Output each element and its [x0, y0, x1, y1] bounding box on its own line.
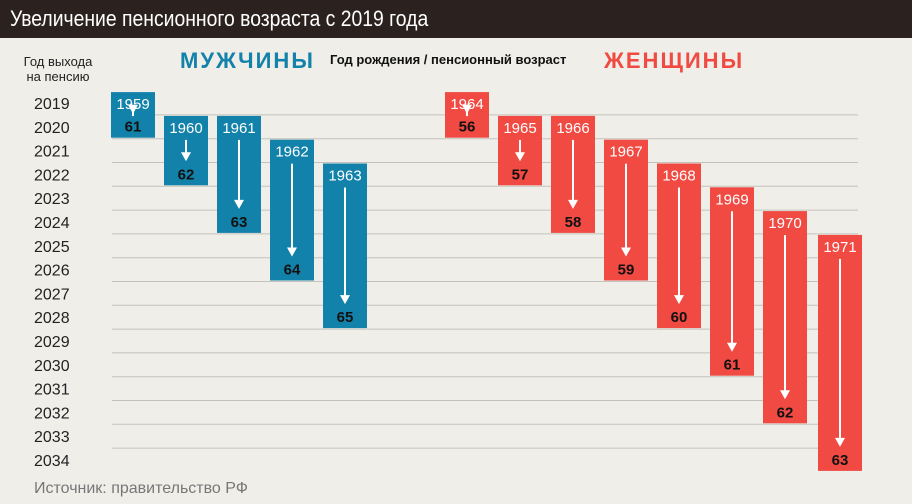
- chart-title: Увеличение пенсионного возраста с 2019 г…: [10, 6, 429, 31]
- year-label: 2023: [34, 191, 70, 208]
- arrow-head: [234, 199, 244, 209]
- bar-retirement-age: 62: [178, 166, 195, 183]
- year-label: 2030: [34, 358, 70, 375]
- year-label: 2032: [34, 405, 70, 422]
- arrow-head: [462, 104, 472, 114]
- bar-birth-year: 1970: [768, 215, 801, 232]
- arrow-head: [780, 390, 790, 400]
- year-label: 2029: [34, 334, 70, 351]
- title-bar: Увеличение пенсионного возраста с 2019 г…: [0, 0, 912, 38]
- bar-retirement-age: 59: [618, 262, 635, 279]
- year-label: 2031: [34, 382, 70, 399]
- bar-birth-year: 1969: [715, 191, 748, 208]
- arrow-head: [835, 437, 845, 447]
- year-label: 2022: [34, 167, 70, 184]
- arrow-head: [621, 247, 631, 257]
- birth-age-caption: Год рождения / пенсионный возраст: [330, 52, 567, 67]
- arrow-head: [287, 247, 297, 257]
- source-note: Источник: правительство РФ: [34, 480, 248, 497]
- bar-birth-year: 1965: [503, 120, 536, 137]
- bar-retirement-age: 57: [512, 166, 529, 183]
- year-label: 2025: [34, 239, 70, 256]
- bar-birth-year: 1960: [169, 120, 202, 137]
- bar-retirement-age: 61: [724, 357, 741, 374]
- year-label: 2028: [34, 310, 70, 327]
- bar-retirement-age: 61: [125, 119, 142, 136]
- arrow-head: [674, 295, 684, 305]
- year-label: 2033: [34, 429, 70, 446]
- year-label: 2024: [34, 215, 70, 232]
- bar-retirement-age: 65: [337, 309, 354, 326]
- bar-birth-year: 1959: [116, 96, 149, 113]
- arrow-head: [340, 295, 350, 305]
- bar-birth-year: 1961: [222, 120, 255, 137]
- bar-birth-year: 1968: [662, 168, 695, 185]
- bar-birth-year: 1963: [328, 168, 361, 185]
- year-label: 2034: [34, 453, 70, 470]
- bar-birth-year: 1967: [609, 144, 642, 161]
- year-label: 2027: [34, 286, 70, 303]
- bar-retirement-age: 60: [671, 309, 688, 326]
- bar-birth-year: 1964: [450, 96, 483, 113]
- bar-retirement-age: 56: [459, 119, 476, 136]
- bar-birth-year: 1962: [275, 144, 308, 161]
- bar-retirement-age: 62: [777, 404, 794, 421]
- women-series-title: ЖЕНЩИНЫ: [604, 48, 745, 73]
- year-label: 2019: [34, 96, 70, 113]
- year-label: 2020: [34, 120, 70, 137]
- bar-retirement-age: 63: [832, 452, 849, 469]
- year-label: 2026: [34, 263, 70, 280]
- arrow-head: [181, 152, 191, 162]
- arrow-head: [515, 152, 525, 162]
- bar-retirement-age: 64: [284, 262, 301, 279]
- bar-birth-year: 1966: [556, 120, 589, 137]
- year-label: 2021: [34, 144, 70, 161]
- bar-retirement-age: 58: [565, 214, 582, 231]
- men-series-title: МУЖЧИНЫ: [180, 48, 315, 73]
- bar-retirement-age: 63: [231, 214, 248, 231]
- retirement-year-header: Год выхода на пенсию: [23, 54, 93, 84]
- bar-birth-year: 1971: [823, 239, 856, 256]
- arrow-head: [568, 199, 578, 209]
- arrow-head: [128, 104, 138, 114]
- arrow-head: [727, 342, 737, 352]
